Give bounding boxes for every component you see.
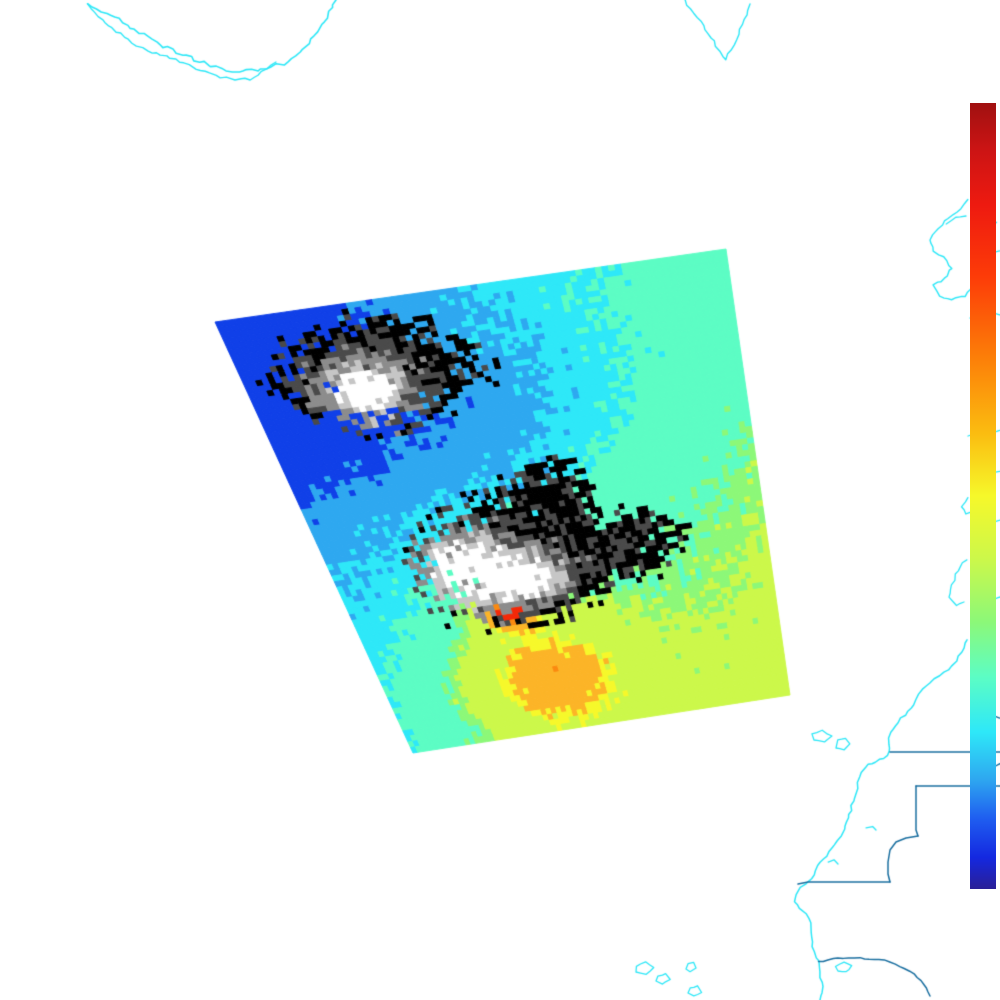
map-raster-canvas <box>0 0 1000 1000</box>
satellite-map-figure <box>0 0 1000 1000</box>
